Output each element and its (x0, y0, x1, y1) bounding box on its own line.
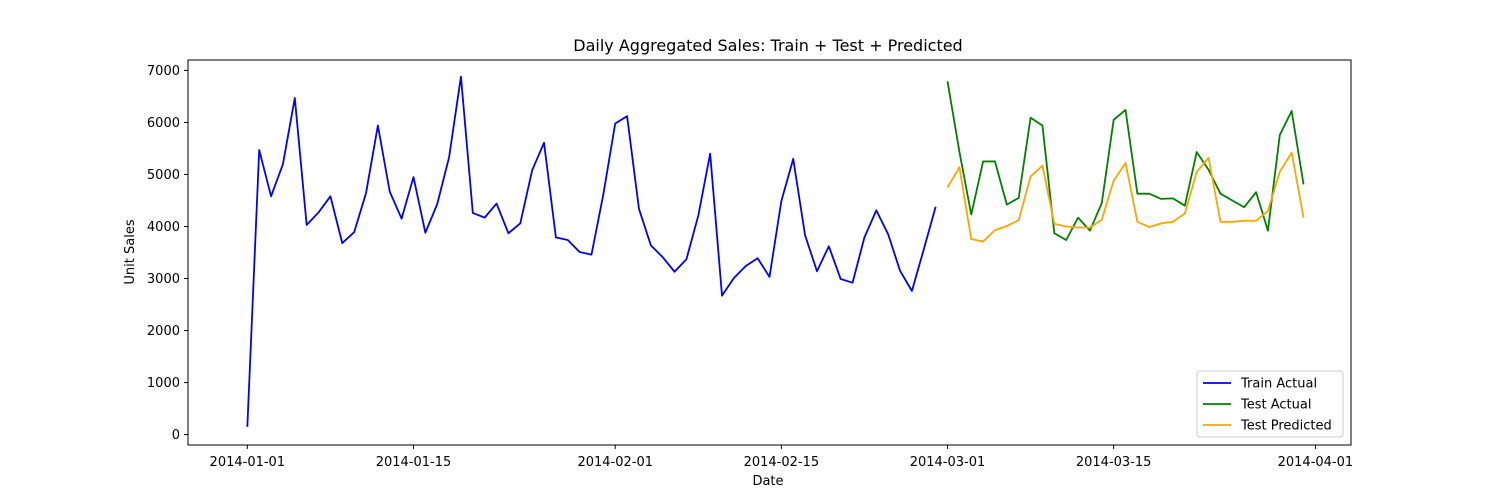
y-tick-label: 4000 (147, 220, 180, 235)
x-tick-label: 2014-03-15 (1076, 455, 1152, 470)
x-tick-label: 2014-01-15 (376, 455, 452, 470)
plot-frame (187, 59, 1352, 446)
y-tick-label: 5000 (147, 168, 180, 183)
x-tick-label: 2014-03-01 (910, 455, 986, 470)
legend-label: Train Actual (1240, 377, 1317, 392)
legend-box (1196, 370, 1344, 438)
y-axis: 0 1000 2000 3000 4000 5000 6000 7000 (147, 64, 188, 443)
legend-label: Test Predicted (1240, 419, 1332, 434)
y-tick-label: 3000 (147, 272, 180, 287)
y-tick-label: 7000 (147, 64, 180, 79)
x-axis: 2014-01-01 2014-01-15 2014-02-01 2014-02-15… (210, 445, 1354, 470)
y-tick-label: 0 (172, 428, 180, 443)
x-tick-label: 2014-01-01 (210, 455, 286, 470)
series-line-2 (946, 151, 1305, 243)
y-tick-label: 2000 (147, 324, 180, 339)
y-tick-label: 1000 (147, 376, 180, 391)
x-axis-label: Date (752, 474, 783, 489)
x-tick-label: 2014-02-15 (744, 455, 820, 470)
x-tick-label: 2014-02-01 (577, 455, 653, 470)
plot-lines (246, 75, 1305, 427)
series-line-0 (246, 75, 937, 427)
y-tick-label: 6000 (147, 116, 180, 131)
x-tick-label: 2014-04-01 (1278, 455, 1354, 470)
legend-label: Test Actual (1240, 398, 1311, 413)
y-axis-label: Unit Sales (123, 219, 138, 284)
legend: Train Actual Test Actual Test Predicted (1196, 370, 1344, 438)
chart-title: Daily Aggregated Sales: Train + Test + P… (573, 36, 962, 55)
series-line-1 (946, 81, 1305, 241)
